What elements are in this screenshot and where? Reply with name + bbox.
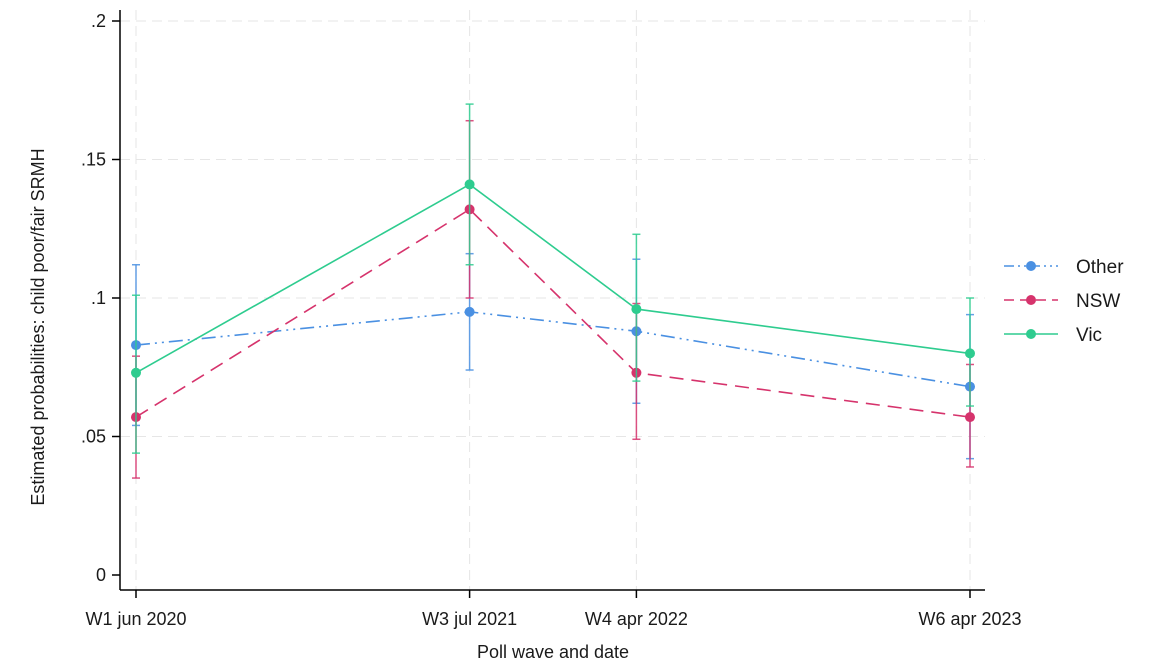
legend-label-other: Other xyxy=(1076,257,1124,278)
y-tick-label: 0 xyxy=(96,565,106,585)
series-line xyxy=(135,183,971,374)
legend-label-nsw: NSW xyxy=(1076,291,1120,312)
x-tick-label: W4 apr 2022 xyxy=(585,609,688,629)
series-vic xyxy=(131,103,975,454)
legend: Other NSW Vic xyxy=(1004,257,1124,346)
grid-layer xyxy=(120,10,985,590)
legend-marker-other xyxy=(1026,261,1036,271)
data-point xyxy=(131,367,141,378)
x-tick-label: W3 jul 2021 xyxy=(422,609,517,629)
y-tick-label: .2 xyxy=(91,11,106,31)
x-tick-label: W6 apr 2023 xyxy=(918,609,1021,629)
x-tick-label: W1 jun 2020 xyxy=(85,609,186,629)
data-point xyxy=(965,412,975,423)
data-point xyxy=(631,304,642,315)
y-tick-label: .05 xyxy=(81,427,106,447)
y-axis-label: Estimated probabilities: child poor/fair… xyxy=(28,148,48,505)
axes-layer xyxy=(119,10,985,591)
series-layer xyxy=(131,103,975,479)
series-nsw xyxy=(131,119,975,479)
y-tick-label: .1 xyxy=(91,288,106,308)
series-line xyxy=(135,208,971,418)
series-line xyxy=(135,311,971,388)
data-point xyxy=(965,348,975,359)
data-point xyxy=(464,179,475,190)
ticks-layer: 0 .05 .1 .15 .2 W1 jun 2020 W3 jul 2021 W4 apr … xyxy=(81,11,1022,629)
x-axis-label: Poll wave and date xyxy=(477,642,629,662)
legend-marker-nsw xyxy=(1026,295,1036,305)
data-point xyxy=(464,306,475,317)
legend-label-vic: Vic xyxy=(1076,325,1102,346)
legend-marker-vic xyxy=(1026,329,1036,339)
y-tick-label: .15 xyxy=(81,150,106,170)
series-other xyxy=(131,252,975,460)
